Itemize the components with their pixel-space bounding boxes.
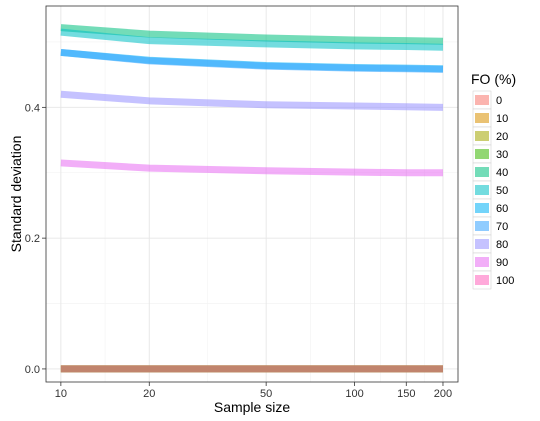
- legend-key-swatch-fo-40: [475, 167, 489, 177]
- y-axis-tick-labels: 0.0 0.2 0.4: [25, 102, 40, 376]
- legend-label-fo-20: 20: [496, 131, 508, 143]
- axis-ticks: [42, 106, 444, 386]
- legend-label-fo-60: 60: [496, 203, 508, 215]
- x-tick-label: 50: [260, 388, 272, 400]
- y-tick-label: 0.4: [25, 102, 40, 114]
- legend-key-swatch-fo-80: [475, 239, 489, 249]
- legend-label-fo-100: 100: [496, 275, 514, 287]
- legend-label-fo-80: 80: [496, 239, 508, 251]
- x-tick-label: 20: [143, 388, 155, 400]
- x-tick-label: 200: [434, 388, 452, 400]
- legend-label-fo-90: 90: [496, 257, 508, 269]
- series-line-fo-80: [60, 90, 444, 111]
- legend-label-fo-70: 70: [496, 221, 508, 233]
- series-line-fo-90: [60, 159, 443, 177]
- series-line-fo-40: [60, 24, 444, 45]
- series-line-fo-70: [60, 48, 444, 73]
- series-lines: [60, 24, 444, 373]
- series-line-fo-50: [60, 28, 444, 51]
- legend-title: FO (%): [471, 71, 516, 87]
- x-tick-label: 10: [55, 388, 67, 400]
- legend-label-fo-30: 30: [496, 149, 508, 161]
- x-axis-title: Sample size: [214, 399, 290, 415]
- x-tick-label: 100: [345, 388, 363, 400]
- legend-key-swatch-fo-30: [475, 149, 489, 159]
- legend: FO (%) 0 10 20 30 40 50 60 70 80 90 100: [471, 71, 516, 290]
- legend-key-swatch-fo-70: [475, 221, 489, 231]
- y-tick-label: 0.2: [25, 233, 40, 245]
- legend-label-fo-50: 50: [496, 185, 508, 197]
- plot-panel-border: [45, 5, 459, 383]
- legend-key-swatch-fo-50: [475, 185, 489, 195]
- legend-label-fo-0: 0: [496, 95, 502, 107]
- legend-items: 0 10 20 30 40 50 60 70 80 90 100: [472, 90, 514, 290]
- x-axis-tick-labels: 10 20 50 100 150 200: [55, 388, 452, 400]
- legend-key-swatch-fo-90: [475, 257, 489, 267]
- legend-label-fo-40: 40: [496, 167, 508, 179]
- legend-key-swatch-fo-100: [475, 275, 489, 285]
- legend-key-swatch-fo-10: [475, 113, 489, 123]
- y-axis-title: Standard deviation: [8, 136, 24, 253]
- legend-key-swatch-fo-20: [475, 131, 489, 141]
- legend-key-swatch-fo-0: [475, 95, 489, 105]
- y-tick-label: 0.0: [25, 364, 40, 376]
- legend-key-swatch-fo-60: [475, 203, 489, 213]
- legend-label-fo-10: 10: [496, 113, 508, 125]
- x-tick-label: 150: [397, 388, 415, 400]
